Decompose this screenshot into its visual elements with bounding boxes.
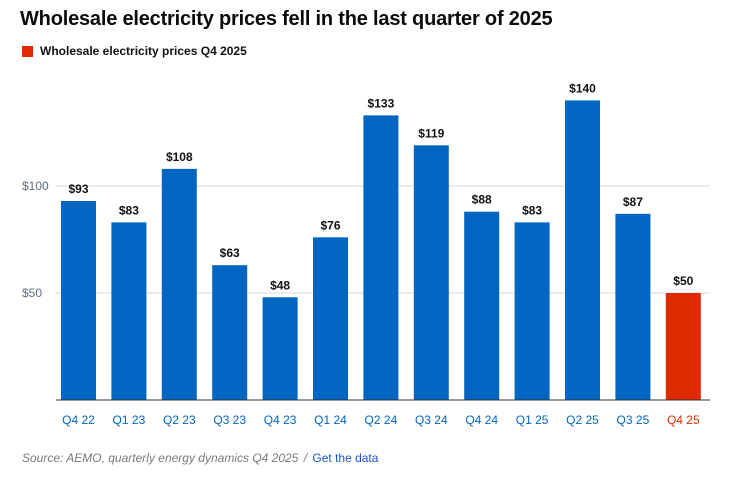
data-label: $88 <box>472 193 492 207</box>
bar <box>212 265 248 400</box>
data-label: $140 <box>569 81 596 95</box>
data-label: $63 <box>220 246 240 260</box>
bar <box>313 237 348 400</box>
chart-title: Wholesale electricity prices fell in the… <box>20 8 553 30</box>
x-tick-label: Q3 24 <box>415 413 448 427</box>
footer-separator: / <box>303 451 308 465</box>
x-tick-label: Q2 24 <box>365 413 398 427</box>
x-tick-label: Q1 24 <box>314 413 347 427</box>
x-tick-label: Q3 23 <box>213 413 246 427</box>
source-note: Source: AEMO, quarterly energy dynamics … <box>22 451 299 465</box>
legend: Wholesale electricity prices Q4 2025 <box>22 44 247 58</box>
bar <box>363 115 399 400</box>
bar <box>514 222 550 400</box>
bar-chart: $50 $100 $93 Q4 22 $83 Q1 23 $108 Q2 23 $63 Q3 23… <box>22 81 710 427</box>
data-label: $83 <box>119 203 139 217</box>
bar <box>665 293 701 400</box>
bar <box>615 213 651 400</box>
y-tick-label: $50 <box>22 286 42 300</box>
bar <box>413 145 449 400</box>
data-label: $50 <box>673 274 693 288</box>
bar <box>262 297 298 400</box>
data-label: $119 <box>418 126 444 140</box>
x-tick-label: Q4 23 <box>264 413 297 427</box>
x-tick-label: Q1 23 <box>113 413 146 427</box>
bar <box>161 168 197 400</box>
bar <box>464 211 500 400</box>
x-tick-label: Q3 25 <box>617 413 650 427</box>
y-tick-label: $100 <box>22 179 49 193</box>
bar <box>565 100 600 401</box>
x-tick-label: Q2 25 <box>566 413 599 427</box>
data-label: $108 <box>166 150 193 164</box>
data-label: $76 <box>320 218 340 232</box>
x-tick-label: Q1 25 <box>516 413 549 427</box>
get-the-data-link[interactable]: Get the data <box>312 451 379 465</box>
data-label: $93 <box>68 182 88 196</box>
data-label: $48 <box>270 278 290 292</box>
x-tick-label: Q4 24 <box>465 413 498 427</box>
data-label: $133 <box>368 96 395 110</box>
bar <box>61 200 96 400</box>
footer: Source: AEMO, quarterly energy dynamics … <box>22 451 378 465</box>
legend-swatch <box>22 45 33 57</box>
x-tick-label: Q4 25 <box>667 413 700 427</box>
x-tick-label: Q4 22 <box>62 413 95 427</box>
legend-label: Wholesale electricity prices Q4 2025 <box>40 44 247 58</box>
data-label: $87 <box>623 195 643 209</box>
data-label: $83 <box>522 203 542 217</box>
x-tick-label: Q2 23 <box>163 413 196 427</box>
bar <box>111 222 147 400</box>
